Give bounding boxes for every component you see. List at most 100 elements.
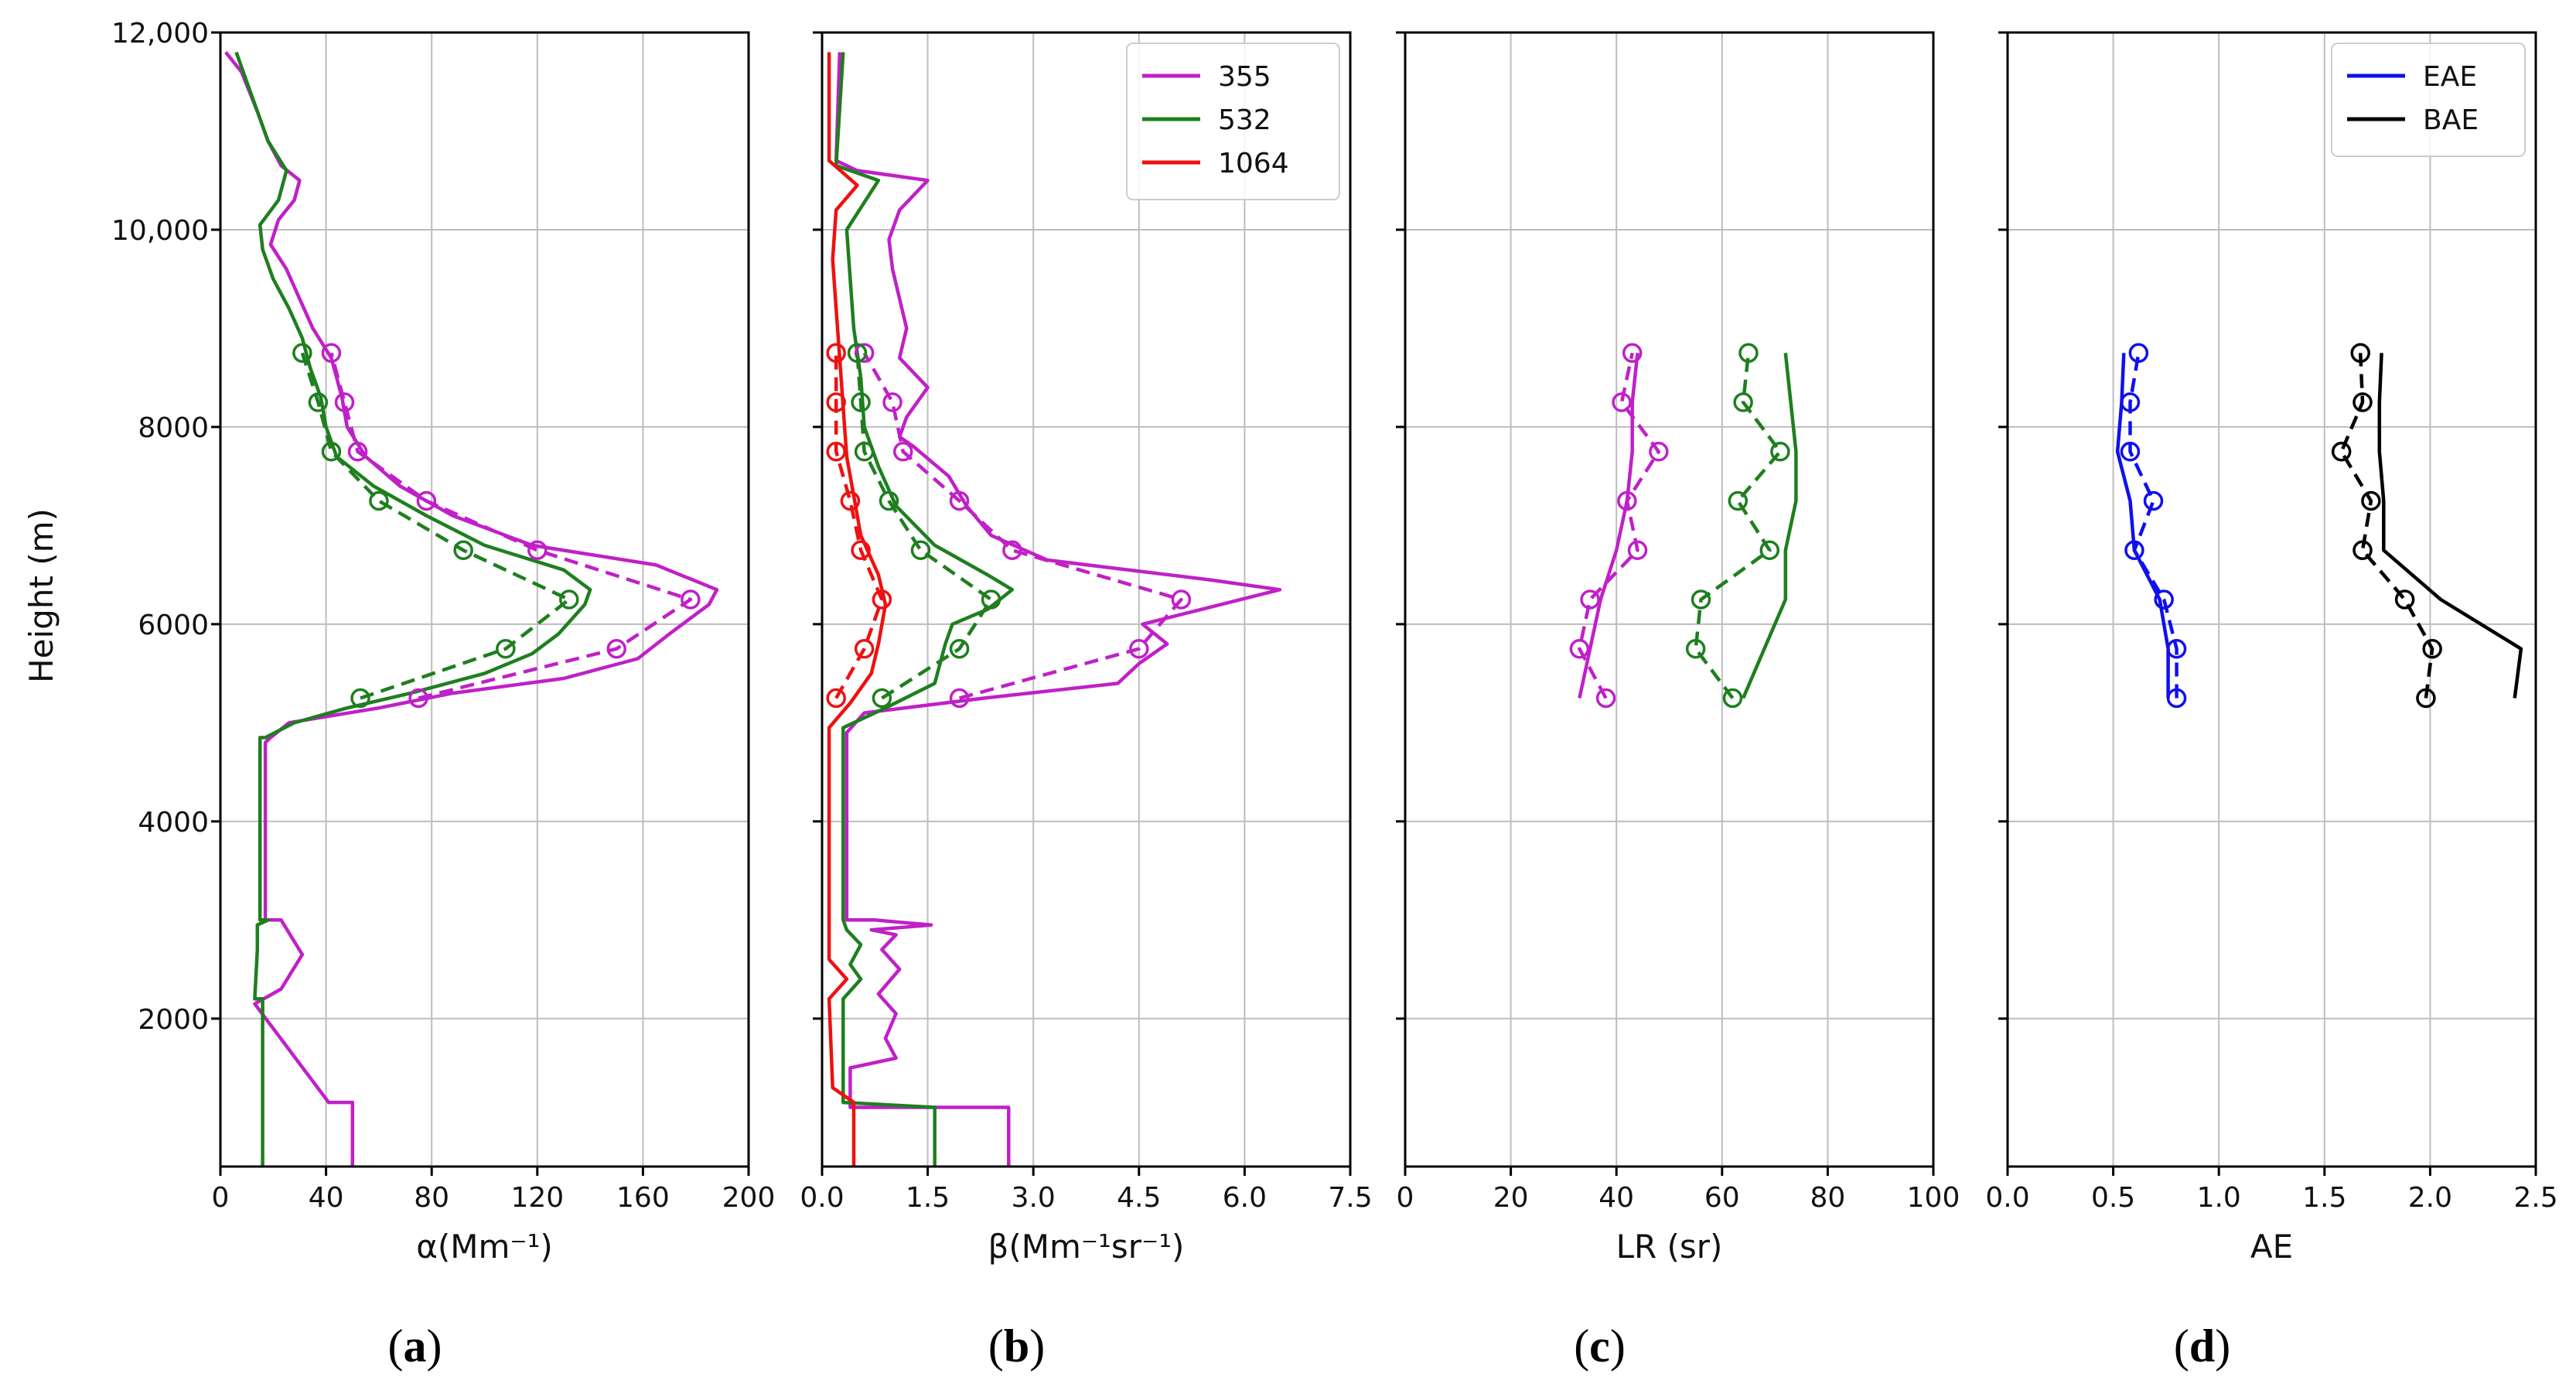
data-point-1064	[854, 638, 875, 659]
legend-label: EAE	[2423, 61, 2477, 93]
data-point-355	[416, 490, 437, 511]
data-point-355	[321, 343, 342, 364]
x-tick-label: 3.0	[1012, 1182, 1056, 1214]
data-point-532	[308, 392, 329, 412]
data-point-355	[1649, 442, 1669, 462]
data-point-532	[910, 540, 931, 561]
x-tick-label: 40	[309, 1182, 344, 1214]
data-point-355	[1569, 638, 1590, 659]
x-tick-label: 7.5	[1328, 1182, 1372, 1214]
x-tick-label: 1.5	[2302, 1182, 2346, 1214]
x-tick-label: 0.0	[1985, 1182, 2029, 1214]
panel-caption: (b)	[988, 1320, 1045, 1372]
series-line-BAE-solid	[2377, 353, 2523, 699]
data-point-355	[1580, 589, 1600, 610]
x-tick-label: 1.5	[906, 1182, 950, 1214]
data-point-355	[1612, 392, 1632, 412]
data-point-1064	[826, 392, 846, 412]
data-point-532	[872, 688, 892, 709]
legend-label: 1064	[1218, 148, 1289, 179]
x-tick-label: 0.0	[800, 1182, 844, 1214]
x-tick-label: 0.5	[2091, 1182, 2135, 1214]
data-point-355	[882, 392, 902, 412]
y-tick-label: 10,000	[111, 215, 209, 247]
series-line-355-solid	[1578, 353, 1639, 699]
data-point-355	[1617, 490, 1637, 511]
data-point-355	[892, 442, 913, 462]
data-point-532	[350, 688, 370, 709]
data-point-EAE	[2120, 392, 2141, 412]
data-point-532	[981, 589, 1001, 610]
data-point-EAE	[2166, 688, 2187, 709]
data-point-355	[1595, 688, 1616, 709]
data-point-532	[1733, 392, 1753, 412]
data-point-EAE	[2166, 638, 2187, 659]
series-line-532-dashed	[300, 352, 571, 700]
y-tick-label: 6000	[138, 610, 209, 641]
data-point-355	[854, 343, 875, 364]
legend-box	[2331, 43, 2526, 157]
x-axis-label: β(Mm⁻¹sr⁻¹)	[988, 1228, 1185, 1266]
data-point-532	[496, 638, 516, 659]
x-tick-label: 160	[616, 1182, 670, 1214]
legend: EAE BAE	[2331, 43, 2526, 157]
panel-b: 0.0 1.5 3.0 4.5 6.0 7.5 β(Mm⁻¹sr⁻¹) (b) 355 532 10…	[800, 31, 1373, 1372]
data-point-1064	[851, 540, 871, 561]
legend-label: BAE	[2423, 104, 2479, 136]
legend-label: 355	[1218, 61, 1271, 93]
data-point-532	[453, 540, 473, 561]
x-axis-label: AE	[2250, 1228, 2293, 1266]
data-point-355	[334, 392, 355, 412]
data-point-532	[369, 490, 389, 511]
x-tick-label: 1.0	[2197, 1182, 2241, 1214]
data-point-532	[559, 589, 579, 610]
panel-caption: (d)	[2174, 1320, 2230, 1372]
data-point-EAE	[2128, 343, 2149, 364]
data-point-1064	[826, 343, 846, 364]
data-point-532	[1738, 343, 1759, 364]
data-point-EAE	[2120, 442, 2141, 462]
data-point-532	[1759, 540, 1780, 561]
data-point-BAE	[2350, 343, 2370, 364]
data-point-EAE	[2143, 490, 2164, 511]
data-point-EAE	[2154, 589, 2174, 610]
x-tick-label: 0	[1397, 1182, 1414, 1214]
series-line-532-solid	[834, 52, 1015, 1167]
data-point-355	[408, 688, 428, 709]
panel-d: 0.0 0.5 1.0 1.5 2.0 2.5 AE (d) EAE BAE	[1985, 31, 2558, 1372]
data-point-BAE	[2353, 540, 2373, 561]
data-point-532	[1722, 688, 1743, 709]
data-point-1064	[826, 442, 846, 462]
x-tick-label: 80	[1810, 1182, 1845, 1214]
data-point-532	[1770, 442, 1790, 462]
series-line-355-dashed	[862, 352, 1183, 700]
data-point-BAE	[2422, 638, 2442, 659]
data-point-532	[847, 343, 868, 364]
panel-a: 0 40 80 120 160 200 α(Mm⁻¹) (a)	[211, 31, 775, 1372]
data-point-BAE	[2353, 392, 2373, 412]
data-point-355	[1171, 589, 1192, 610]
x-tick-label: 4.5	[1117, 1182, 1161, 1214]
x-tick-label: 2.5	[2513, 1182, 2557, 1214]
panel-caption: (a)	[388, 1320, 442, 1372]
legend-label: 532	[1218, 104, 1271, 136]
data-point-532	[879, 490, 899, 511]
data-point-BAE	[2361, 490, 2381, 511]
x-tick-label: 2.0	[2408, 1182, 2452, 1214]
y-tick-label: 4000	[138, 807, 209, 839]
axes-frame	[219, 31, 750, 1168]
series-line-532-solid	[1742, 353, 1798, 699]
x-tick-label: 0	[212, 1182, 230, 1214]
x-tick-label: 100	[1907, 1182, 1960, 1214]
panel-caption: (c)	[1574, 1320, 1626, 1372]
series-line-1064-solid	[827, 52, 888, 1167]
data-point-355	[1627, 540, 1648, 561]
axes-frame	[1404, 31, 1935, 1168]
data-point-355	[1622, 343, 1643, 364]
data-point-EAE	[2124, 540, 2144, 561]
data-point-355	[1129, 638, 1149, 659]
data-point-1064	[840, 490, 861, 511]
data-point-532	[321, 442, 342, 462]
x-tick-label: 6.0	[1223, 1182, 1267, 1214]
data-point-355	[606, 638, 626, 659]
